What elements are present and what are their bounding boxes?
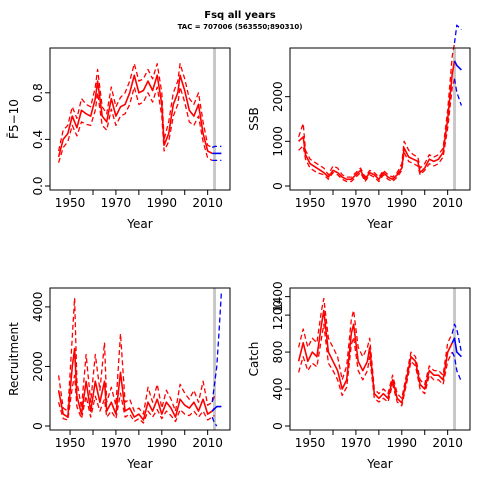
x-tick-label: 1990 xyxy=(147,436,178,450)
x-tick-label: 1950 xyxy=(295,196,326,210)
y-tick-label: 0 xyxy=(271,182,285,190)
y-tick-label: 1400 xyxy=(271,281,285,312)
estimate-line xyxy=(298,60,456,181)
y-tick-label: 800 xyxy=(271,341,285,364)
estimate-ci-line xyxy=(297,297,453,399)
y-tick-label: 1200 xyxy=(271,300,285,331)
y-axis-label: Catch xyxy=(247,342,261,377)
plot-frame xyxy=(289,47,471,191)
forecast-line xyxy=(453,60,462,71)
estimate-ci-line xyxy=(57,297,216,415)
forecast-ci-line xyxy=(211,291,223,403)
panel-1: 1950 1970 1990 2010 0.0 0.4 0.8 Year F̄5−10 xyxy=(7,47,231,231)
forecast-ci-line xyxy=(451,351,462,382)
estimate-ci-line xyxy=(297,323,453,407)
estimate-line xyxy=(57,347,216,421)
y-tick-label: 0 xyxy=(31,422,45,430)
x-axis-label: Year xyxy=(126,217,152,231)
forecast-ci-line xyxy=(211,416,218,427)
y-axis-label: F̄5−10 xyxy=(7,99,21,139)
x-tick-label: 1990 xyxy=(147,196,178,210)
x-tick-label: 1990 xyxy=(387,436,418,450)
y-tick-label: 1000 xyxy=(271,126,285,157)
plot-frame xyxy=(49,47,231,191)
forecast-ci-line xyxy=(453,78,463,106)
x-tick-label: 1970 xyxy=(101,196,132,210)
y-tick-label: 2000 xyxy=(31,351,45,382)
y-tick-label: 0.8 xyxy=(31,83,45,102)
forecast-ci-line xyxy=(211,145,222,149)
plot-frame xyxy=(49,287,231,431)
x-tick-label: 2010 xyxy=(192,436,223,450)
figure-subtitle: TAC = 707006 (563550;890310) xyxy=(177,23,303,31)
y-axis-label: SSB xyxy=(247,107,261,130)
forecast-ci-line xyxy=(453,24,462,44)
x-axis-label: Year xyxy=(126,457,152,471)
forecast-line xyxy=(211,405,222,412)
y-tick-label: 0 xyxy=(271,422,285,430)
y-tick-label: 0.0 xyxy=(31,176,45,195)
y-tick-label: 2000 xyxy=(271,81,285,112)
y-tick-label: 400 xyxy=(271,378,285,401)
estimate-ci-line xyxy=(298,78,456,183)
x-tick-label: 1970 xyxy=(101,436,132,450)
estimate-ci-line xyxy=(297,42,456,178)
x-tick-label: 1950 xyxy=(55,196,86,210)
x-tick-label: 1950 xyxy=(295,436,326,450)
forecast-line xyxy=(451,337,462,358)
x-tick-label: 1970 xyxy=(341,436,372,450)
estimate-ci-line xyxy=(57,374,215,424)
estimate-line xyxy=(297,309,453,404)
y-tick-label: 4000 xyxy=(31,292,45,323)
x-axis-label: Year xyxy=(366,217,392,231)
x-tick-label: 2010 xyxy=(432,436,463,450)
x-tick-label: 1970 xyxy=(341,196,372,210)
estimate-line xyxy=(57,74,213,158)
figure-title: Fsq all years xyxy=(204,10,276,21)
panel-2: 1950 1970 1990 2010 0 1000 2000 Year SSB xyxy=(247,24,471,231)
x-tick-label: 1990 xyxy=(387,196,418,210)
y-axis-label: Recruitment xyxy=(7,322,21,396)
forecast-ci-line xyxy=(451,323,463,353)
x-tick-label: 2010 xyxy=(432,196,463,210)
estimate-ci-line xyxy=(57,86,213,163)
plot-frame xyxy=(289,287,471,431)
x-axis-label: Year xyxy=(366,457,392,471)
y-tick-label: 0.4 xyxy=(31,130,45,149)
x-tick-label: 2010 xyxy=(192,196,223,210)
panel-3: 1950 1970 1990 2010 0 2000 4000 Year Recruitment xyxy=(7,287,231,471)
estimate-ci-line xyxy=(57,63,213,152)
x-tick-label: 1950 xyxy=(55,436,86,450)
